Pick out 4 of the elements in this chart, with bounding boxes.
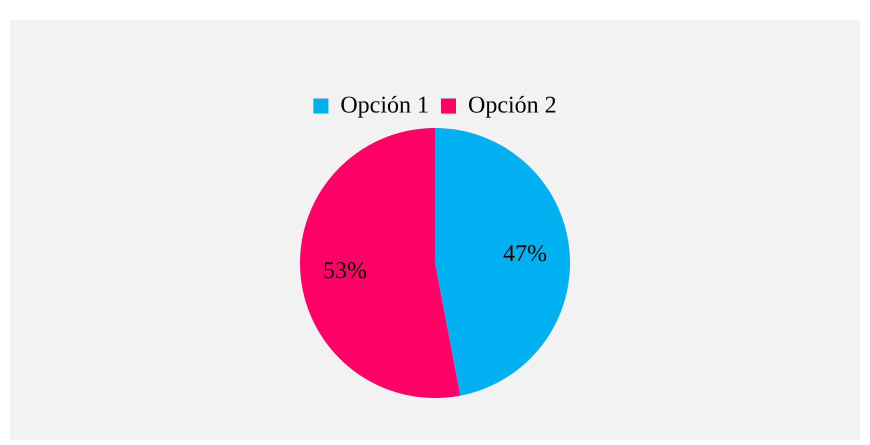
legend-label: Opción 2: [468, 92, 557, 118]
legend-label: Opción 1: [340, 92, 430, 118]
data-label: 53%: [322, 258, 367, 284]
data-label: 47%: [503, 240, 548, 267]
